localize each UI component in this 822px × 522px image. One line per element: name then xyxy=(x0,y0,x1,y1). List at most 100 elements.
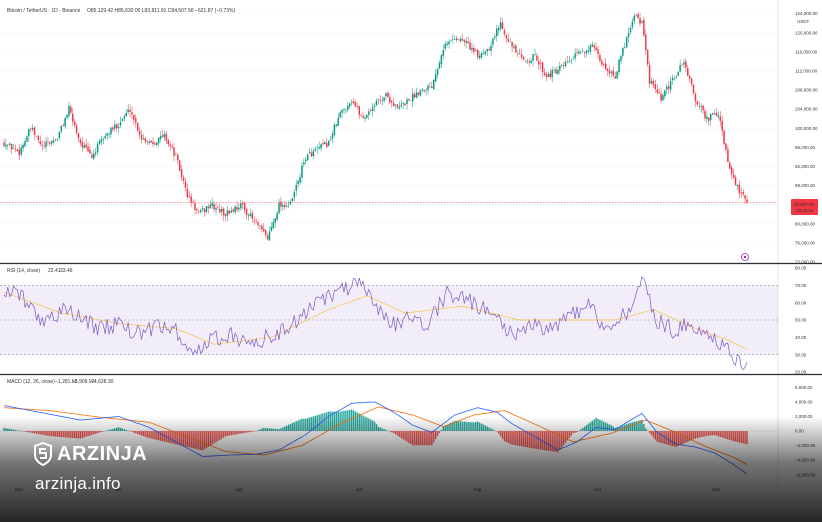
macd-hist-bar xyxy=(478,422,481,431)
candle-body xyxy=(68,105,70,117)
macd-tick-label: −4,000.00 xyxy=(795,458,816,463)
candle-body xyxy=(39,141,42,145)
brand-name: ARZINJA xyxy=(57,442,148,465)
macd-hist-bar xyxy=(740,431,742,443)
macd-hist-bar xyxy=(211,431,213,445)
candle-body xyxy=(469,42,471,50)
candle-body xyxy=(473,47,475,52)
candle-body xyxy=(234,206,236,213)
macd-hist-bar xyxy=(696,431,699,439)
candle-body xyxy=(295,184,297,191)
time-tick-label: Apr xyxy=(235,487,243,492)
macd-hist-bar xyxy=(371,420,374,431)
candle-body xyxy=(266,235,269,240)
macd-hist-bar xyxy=(370,419,372,431)
candle-body xyxy=(297,181,299,185)
candle-body xyxy=(331,133,334,139)
macd-hist-bar xyxy=(727,431,729,440)
ohlc-readout: O85,129.42 H85,630.00 L83,811.91 C84,507… xyxy=(87,8,235,14)
candle-body xyxy=(608,70,611,74)
price-axis: USDT 124,000.00 120,000.00 116,000.00 112,0… xyxy=(777,0,818,490)
macd-hist-bar xyxy=(322,413,324,431)
macd-hist-bar xyxy=(545,431,548,451)
candle-body xyxy=(371,107,374,111)
macd-hist-bar xyxy=(645,428,647,431)
macd-hist-bar xyxy=(100,431,103,433)
event-marker-icon[interactable] xyxy=(741,253,749,261)
macd-hist-bar xyxy=(343,410,345,431)
candle-body xyxy=(278,202,280,214)
macd-hist-bar xyxy=(459,421,462,431)
last-price-value: 84,507.56 xyxy=(794,202,815,207)
macd-hist-bar xyxy=(356,412,359,431)
macd-hist-bar xyxy=(16,430,19,431)
macd-hist-bar xyxy=(442,426,445,431)
candle-body xyxy=(232,209,234,212)
price-tick-label: 120,000.00 xyxy=(795,30,818,35)
macd-hist-bar xyxy=(224,431,227,437)
macd-hist-bar xyxy=(200,431,202,450)
candle-body xyxy=(112,127,114,130)
candle-body xyxy=(727,149,729,162)
macd-hist-bar xyxy=(314,415,317,431)
candle-body xyxy=(404,103,406,106)
candle-body xyxy=(228,210,231,214)
candle-body xyxy=(379,100,382,102)
macd-hist-bar xyxy=(404,431,406,441)
macd-hist-bar xyxy=(708,431,710,436)
candle-body xyxy=(3,142,5,146)
price-tick-label: 112,000.00 xyxy=(795,68,818,73)
candle-body xyxy=(574,53,576,59)
candle-body xyxy=(345,109,347,111)
candle-body xyxy=(593,45,595,48)
candle-body xyxy=(446,43,448,45)
macd-hist-bar xyxy=(375,424,378,431)
candle-body xyxy=(140,134,143,140)
macd-hist-bar xyxy=(148,431,150,439)
shield-logo-icon xyxy=(34,442,52,466)
macd-hist-bar xyxy=(98,431,101,433)
candle-body xyxy=(190,196,192,203)
candle-body xyxy=(576,52,578,53)
candle-body xyxy=(293,192,296,198)
candle-body xyxy=(545,74,548,77)
candle-body xyxy=(476,49,479,58)
macd-hist-bar xyxy=(715,431,718,436)
macd-hist-bar xyxy=(503,431,506,442)
candle-body xyxy=(115,124,118,129)
last-price-tag xyxy=(791,199,818,215)
macd-hist-bar xyxy=(33,431,36,434)
macd-hist-bar xyxy=(257,430,259,431)
candle-body xyxy=(721,120,723,131)
candle-body xyxy=(560,65,563,67)
candle-body xyxy=(152,141,154,145)
macd-hist-bar xyxy=(446,424,448,431)
candle-body xyxy=(637,14,639,19)
candle-body xyxy=(284,205,286,207)
macd-hist-bar xyxy=(236,431,238,435)
candle-body xyxy=(539,63,542,64)
candle-body xyxy=(499,22,502,29)
candle-body xyxy=(650,81,653,84)
macd-hist-bar xyxy=(89,431,91,436)
macd-hist-bar xyxy=(68,431,70,438)
macd-hist-bar xyxy=(358,413,360,431)
candle-body xyxy=(656,89,658,93)
candle-body xyxy=(517,52,519,54)
macd-hist-bar xyxy=(434,431,437,440)
price-tick-label: 88,000.00 xyxy=(795,183,816,188)
candle-body xyxy=(29,128,32,129)
candle-body xyxy=(455,38,458,41)
macd-hist-bar xyxy=(54,431,57,437)
macd-hist-bar xyxy=(585,425,588,431)
macd-hist-bar xyxy=(203,431,206,450)
candle-body xyxy=(20,147,22,155)
candle-body xyxy=(708,117,710,121)
candle-body xyxy=(553,70,555,71)
candle-body xyxy=(138,130,141,135)
macd-hist-bar xyxy=(415,431,418,446)
macd-hist-bar xyxy=(643,424,645,431)
candle-body xyxy=(715,112,718,116)
macd-hist-bar xyxy=(538,431,540,450)
